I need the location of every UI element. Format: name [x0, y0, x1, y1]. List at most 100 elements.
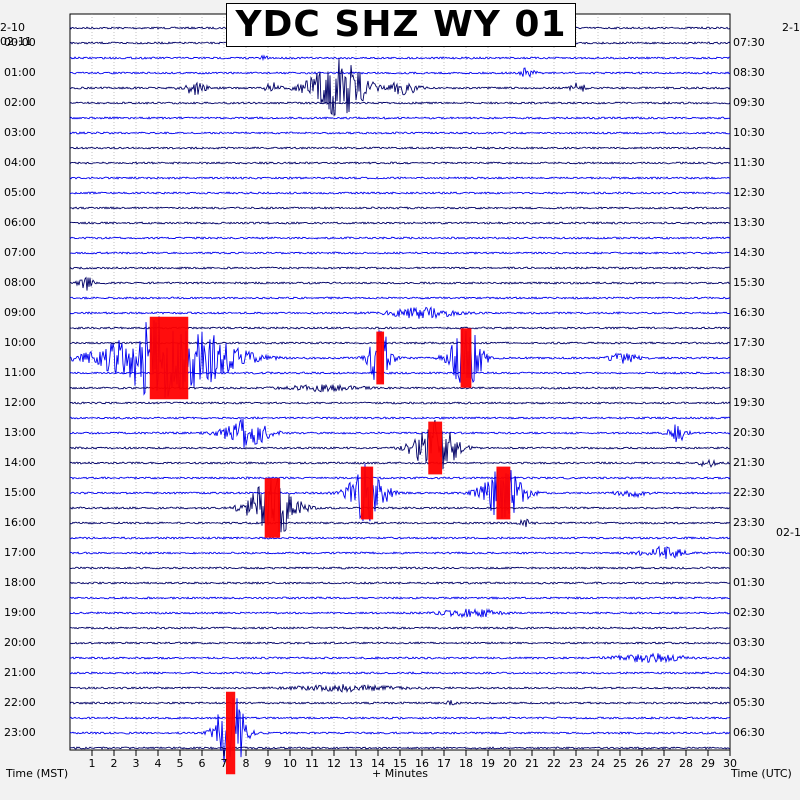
- trace-45: [69, 700, 731, 706]
- x-tick-label-19: 19: [481, 757, 495, 770]
- trace-34: [69, 536, 731, 540]
- trace-41: [69, 641, 731, 645]
- time-label-mst-3: 03:00: [4, 126, 36, 139]
- time-label-utc-23: 06:30: [733, 726, 765, 739]
- clip-marker-2: [460, 328, 472, 388]
- x-tick-label-15: 15: [393, 757, 407, 770]
- time-label-utc-21: 04:30: [733, 666, 765, 679]
- trace-16: [69, 266, 731, 270]
- time-label-mst-22: 22:00: [4, 696, 36, 709]
- trace-30: [69, 476, 731, 480]
- time-label-utc-17: 00:30: [733, 546, 765, 559]
- trace-46: [69, 716, 731, 720]
- left-date: 02-11: [0, 35, 32, 48]
- trace-36: [69, 566, 731, 570]
- x-axis-label: + Minutes: [372, 767, 429, 780]
- time-label-utc-2: 09:30: [733, 96, 765, 109]
- trace-6: [69, 116, 731, 120]
- trace-19: [69, 306, 731, 320]
- trace-5: [69, 101, 731, 105]
- trace-39: [69, 607, 731, 619]
- x-tick-label-10: 10: [283, 757, 297, 770]
- time-label-mst-23: 23:00: [4, 726, 36, 739]
- chart-title: YDC SHZ WY 01: [226, 3, 576, 47]
- trace-8: [69, 146, 731, 150]
- clip-marker-6: [264, 478, 281, 538]
- time-label-mst-11: 11:00: [4, 366, 36, 379]
- x-tick-label-28: 28: [679, 757, 693, 770]
- time-label-mst-13: 13:00: [4, 426, 36, 439]
- time-label-mst-6: 06:00: [4, 216, 36, 229]
- time-label-utc-16: 23:30: [733, 516, 765, 529]
- left-date-top: 2-10: [0, 21, 25, 34]
- trace-26: [69, 416, 731, 420]
- trace-44: [69, 683, 731, 693]
- x-tick-label-16: 16: [415, 757, 429, 770]
- time-label-mst-20: 20:00: [4, 636, 36, 649]
- time-label-mst-4: 04:00: [4, 156, 36, 169]
- trace-12: [69, 206, 731, 210]
- clip-marker-0: [149, 316, 189, 400]
- trace-29: [69, 458, 731, 468]
- time-label-mst-8: 08:00: [4, 276, 36, 289]
- time-label-mst-15: 15:00: [4, 486, 36, 499]
- clip-marker-5: [496, 466, 511, 520]
- trace-18: [69, 296, 731, 300]
- x-tick-label-29: 29: [701, 757, 715, 770]
- time-label-utc-9: 16:30: [733, 306, 765, 319]
- time-label-utc-19: 02:30: [733, 606, 765, 619]
- trace-43: [69, 671, 731, 675]
- trace-40: [69, 626, 731, 630]
- time-label-mst-10: 10:00: [4, 336, 36, 349]
- time-label-mst-16: 16:00: [4, 516, 36, 529]
- time-label-mst-14: 14:00: [4, 456, 36, 469]
- trace-47: [69, 698, 731, 763]
- x-tick-label-14: 14: [371, 757, 385, 770]
- time-label-utc-22: 05:30: [733, 696, 765, 709]
- time-label-mst-5: 05:00: [4, 186, 36, 199]
- time-label-utc-13: 20:30: [733, 426, 765, 439]
- time-label-mst-9: 09:00: [4, 306, 36, 319]
- x-tick-label-27: 27: [657, 757, 671, 770]
- trace-17: [69, 276, 731, 291]
- x-tick-label-11: 11: [305, 757, 319, 770]
- trace-25: [69, 401, 731, 405]
- trace-9: [69, 161, 731, 165]
- x-tick-label-18: 18: [459, 757, 473, 770]
- x-tick-label-24: 24: [591, 757, 605, 770]
- trace-31: [69, 463, 731, 522]
- x-tick-label-8: 8: [243, 757, 250, 770]
- time-label-utc-5: 12:30: [733, 186, 765, 199]
- time-label-mst-1: 01:00: [4, 66, 36, 79]
- trace-35: [69, 545, 731, 559]
- clip-marker-3: [428, 421, 443, 475]
- trace-27: [69, 418, 731, 449]
- time-label-utc-15: 22:30: [733, 486, 765, 499]
- trace-2: [69, 54, 731, 62]
- x-tick-label-1: 1: [89, 757, 96, 770]
- trace-28: [69, 419, 731, 470]
- time-label-utc-8: 15:30: [733, 276, 765, 289]
- x-tick-label-23: 23: [569, 757, 583, 770]
- left-axis-title: Time (MST): [6, 767, 69, 780]
- time-label-utc-10: 17:30: [733, 336, 765, 349]
- time-label-utc-7: 14:30: [733, 246, 765, 259]
- time-label-utc-14: 21:30: [733, 456, 765, 469]
- x-tick-label-21: 21: [525, 757, 539, 770]
- x-tick-label-13: 13: [349, 757, 363, 770]
- x-tick-label-4: 4: [155, 757, 162, 770]
- time-label-mst-17: 17:00: [4, 546, 36, 559]
- trace-42: [69, 652, 731, 664]
- time-label-utc-18: 01:30: [733, 576, 765, 589]
- x-tick-label-6: 6: [199, 757, 206, 770]
- trace-38: [69, 596, 731, 600]
- trace-48: [69, 746, 731, 750]
- x-tick-label-7: 7: [221, 757, 228, 770]
- time-label-mst-18: 18:00: [4, 576, 36, 589]
- clip-marker-1: [376, 331, 385, 385]
- trace-4: [69, 58, 731, 116]
- time-label-mst-7: 07:00: [4, 246, 36, 259]
- time-label-mst-21: 21:00: [4, 666, 36, 679]
